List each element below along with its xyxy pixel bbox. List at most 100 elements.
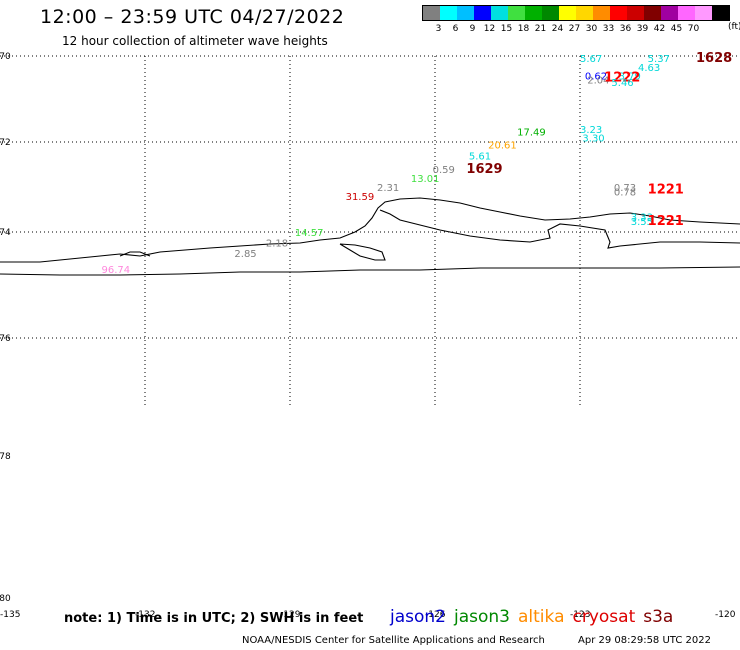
legend-swatch — [525, 6, 542, 20]
legend-swatch — [423, 6, 440, 20]
wave-height-value: 13.01 — [411, 174, 440, 185]
wave-height-value: 3.55 — [631, 217, 653, 228]
legend-label: 3 — [435, 24, 442, 34]
legend-label: 36 — [619, 24, 632, 34]
legend-labels: 3 6 9 12 15 18 21 24 27 30 33 36 39 42 45 70 — [422, 24, 730, 34]
axis-labels: -70 -72 -74 -76 -78 -80 -135 -132 -129 -126 -123 -1… — [0, 52, 736, 620]
coastline-shelf-edge — [0, 266, 740, 276]
wave-height-value: 2.18 — [266, 239, 288, 250]
mission-s3a: s3a — [643, 607, 674, 627]
legend-label: 18 — [517, 24, 530, 34]
legend-swatch — [712, 6, 729, 20]
coastline-ice-shelf — [0, 197, 740, 263]
lon-axis-label: -120 — [715, 610, 736, 620]
legend-swatch — [627, 6, 644, 20]
lat-axis-label: -72 — [0, 138, 11, 148]
legend-label: 30 — [585, 24, 598, 34]
wave-height-value: 1221 — [648, 214, 684, 229]
wave-height-value: 2.31 — [377, 183, 399, 194]
wave-height-value: 5.37 — [648, 54, 670, 65]
page-subtitle: 12 hour collection of altimeter wave hei… — [62, 34, 328, 48]
legend-swatch — [661, 6, 678, 20]
legend-label: 21 — [534, 24, 547, 34]
lat-axis-label: -76 — [0, 334, 11, 344]
wave-height-value: 3.33 — [631, 212, 653, 223]
wave-height-value: 14.57 — [295, 228, 324, 239]
legend-swatch — [559, 6, 576, 20]
wave-height-value: 2.85 — [234, 249, 256, 260]
wave-height-value: 1629 — [466, 162, 502, 177]
legend-swatch — [457, 6, 474, 20]
wave-height-value: 3.23 — [580, 125, 602, 136]
legend-label: 45 — [670, 24, 683, 34]
legend-label: 42 — [653, 24, 666, 34]
legend-label: 24 — [551, 24, 564, 34]
lat-axis-label: -70 — [0, 52, 11, 62]
wave-height-value: 3.30 — [582, 134, 604, 145]
lon-axis-label: -129 — [280, 610, 301, 620]
legend-swatch — [644, 6, 661, 20]
legend-swatch — [695, 6, 712, 20]
legend-swatches — [422, 5, 730, 21]
wave-height-value: 2.04 — [587, 76, 609, 87]
wave-height-value: 1222 — [604, 71, 640, 86]
wave-height-value: 5.61 — [469, 152, 491, 163]
legend-swatch — [508, 6, 525, 20]
page-title: 12:00 – 23:59 UTC 04/27/2022 — [40, 6, 345, 28]
lon-axis-label: -126 — [425, 610, 446, 620]
legend-label: 70 — [687, 24, 700, 34]
wave-height-value: 17.49 — [517, 127, 546, 138]
wave-height-value: 5.46 — [611, 78, 633, 89]
legend-swatch — [678, 6, 695, 20]
legend-label: 39 — [636, 24, 649, 34]
note-text: note: 1) Time is in UTC; 2) SWH is in fe… — [64, 611, 364, 626]
grid-lines — [0, 55, 740, 406]
mission-jason2: jason2 — [390, 607, 446, 627]
lon-axis-label: -132 — [135, 610, 155, 620]
legend-label: 12 — [483, 24, 496, 34]
credit-date: Apr 29 08:29:58 UTC 2022 — [578, 635, 711, 646]
wave-height-value: 3.79 — [619, 71, 641, 82]
coastline-islands — [379, 209, 740, 249]
lat-axis-label: -78 — [0, 452, 11, 462]
mission-cryosat: cryosat — [572, 607, 636, 627]
mission-altika: altika — [518, 607, 565, 627]
coastline-peninsula — [339, 243, 386, 261]
coastline-small-bay — [119, 251, 151, 257]
legend-swatch — [474, 6, 491, 20]
wave-height-value: 0.78 — [614, 188, 636, 199]
mission-legend: jason2 jason3 altika cryosat s3a — [390, 607, 681, 627]
wave-height-value: 96.74 — [102, 265, 131, 276]
legend-label: 9 — [469, 24, 476, 34]
wave-height-value: 5.67 — [580, 54, 602, 65]
legend-swatch — [593, 6, 610, 20]
wave-height-value: 20.61 — [488, 140, 517, 151]
legend-swatch — [576, 6, 593, 20]
wave-height-value: 1221 — [648, 182, 684, 197]
legend-swatch — [440, 6, 457, 20]
wave-height-value: 1628 — [696, 51, 732, 66]
wave-height-value: 0.62 — [585, 71, 607, 82]
legend-label: 33 — [602, 24, 615, 34]
legend-swatch — [610, 6, 627, 20]
lat-axis-label: -80 — [0, 594, 11, 604]
credit-text: NOAA/NESDIS Center for Satellite Applica… — [242, 635, 545, 646]
mission-jason3: jason3 — [454, 607, 510, 627]
wave-height-value: 0.73 — [614, 183, 636, 194]
lon-axis-label: -123 — [570, 610, 590, 620]
legend-swatch — [542, 6, 559, 20]
legend-label: 27 — [568, 24, 581, 34]
wave-height-value: 0.59 — [433, 165, 455, 176]
lon-axis-label: -135 — [0, 610, 20, 620]
wave-height-value: 4.63 — [638, 63, 660, 74]
coastline — [0, 197, 740, 276]
legend-swatch — [491, 6, 508, 20]
legend-label: 6 — [452, 24, 459, 34]
legend-unit: (ft) — [728, 22, 740, 32]
wave-height-value: 31.59 — [346, 192, 375, 203]
lat-axis-label: -74 — [0, 228, 11, 238]
legend-label: 15 — [500, 24, 513, 34]
